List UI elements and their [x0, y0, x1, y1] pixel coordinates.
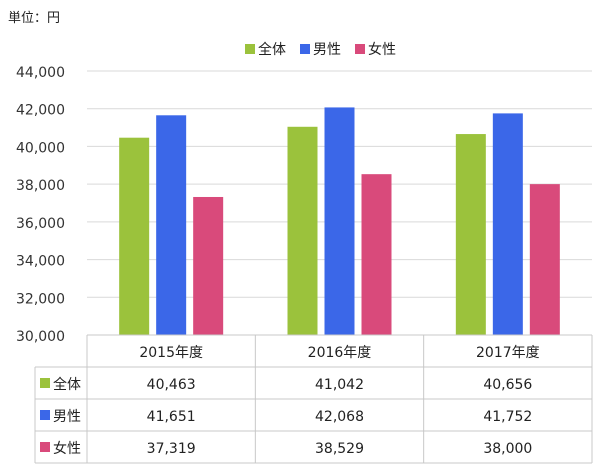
- data-value: 40,463: [147, 377, 196, 393]
- data-value: 41,042: [315, 377, 364, 393]
- bar: [529, 184, 560, 335]
- category-label: 2017年度: [476, 345, 540, 361]
- data-value: 37,319: [147, 441, 196, 457]
- bars: [119, 107, 560, 336]
- legend: 全体 男性 女性: [245, 41, 396, 58]
- legend-label: 男性: [313, 42, 341, 58]
- legend-swatch: [245, 44, 255, 54]
- y-tick-label: 40,000: [16, 140, 65, 156]
- y-tick-label: 32,000: [16, 291, 65, 307]
- legend-swatch: [355, 44, 365, 54]
- table-row-label: 男性: [53, 409, 81, 425]
- y-tick-label: 38,000: [16, 178, 65, 194]
- legend-label: 女性: [368, 41, 396, 58]
- data-value: 38,529: [315, 441, 364, 457]
- table-row-label: 女性: [53, 440, 81, 457]
- data-value: 41,752: [483, 409, 532, 425]
- y-tick-label: 34,000: [16, 254, 65, 270]
- bar: [119, 137, 150, 335]
- y-tick-label: 44,000: [16, 65, 65, 81]
- data-value: 40,656: [483, 377, 532, 393]
- y-tick-label: 42,000: [16, 103, 65, 119]
- bar: [492, 113, 523, 335]
- bar: [156, 115, 187, 335]
- bar: [455, 134, 486, 335]
- data-value: 41,651: [147, 409, 196, 425]
- bar: [193, 196, 224, 335]
- bar: [287, 126, 318, 336]
- category-label: 2015年度: [139, 345, 203, 361]
- table-legend-swatch: [40, 410, 50, 420]
- legend-label: 全体: [258, 41, 286, 58]
- bar: [324, 107, 355, 335]
- unit-label: 単位：円: [8, 10, 60, 26]
- y-tick-label: 30,000: [16, 329, 65, 345]
- table-row-label: 全体: [53, 376, 81, 393]
- table-legend-swatch: [40, 378, 50, 388]
- bar: [361, 174, 392, 335]
- y-axis: 30,000 32,000 34,000 36,000 38,000 40,000 42,0…: [16, 65, 65, 345]
- y-tick-label: 36,000: [16, 216, 65, 232]
- table-legend-swatch: [40, 442, 50, 452]
- category-label: 2016年度: [308, 345, 372, 361]
- data-value: 42,068: [315, 409, 364, 425]
- legend-swatch: [300, 44, 310, 54]
- data-value: 38,000: [483, 441, 532, 457]
